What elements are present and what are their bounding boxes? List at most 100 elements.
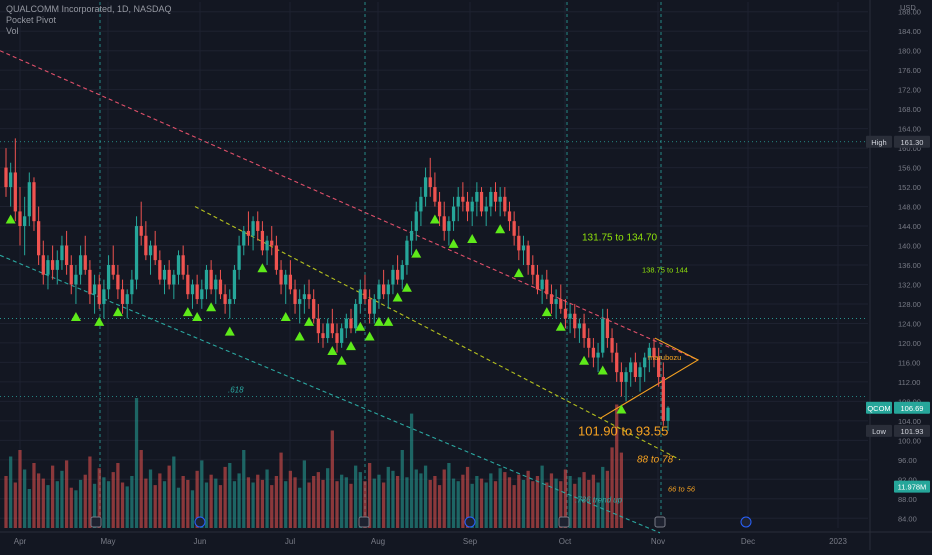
candle-body (419, 196, 423, 212)
price-label-value-box (894, 480, 930, 493)
candle-body (298, 299, 302, 304)
y-tick-label: 96.00 (898, 456, 917, 465)
candle-body (409, 230, 414, 241)
candle-body (465, 201, 470, 212)
pocket-pivot-marker (294, 331, 305, 341)
annotation-label: 101.90 to 93.55 (578, 423, 668, 438)
volume-bar (37, 473, 41, 528)
y-tick-label: 156.00 (898, 164, 921, 173)
volume-bar (601, 466, 605, 528)
candle-body (190, 284, 195, 295)
x-tick-label: Oct (559, 537, 572, 546)
y-tick-label: 128.00 (898, 300, 921, 309)
chart-legend: QUALCOMM Incorporated, 1D, NASDAQ Pocket… (6, 4, 172, 37)
earnings-marker (558, 516, 570, 528)
volume-bar (479, 478, 484, 528)
pocket-pivot-marker (304, 316, 315, 326)
volume-bar (493, 481, 498, 528)
candle-body (512, 221, 516, 236)
volume-bar (64, 460, 69, 528)
candle-body (228, 299, 232, 304)
volume-bar (46, 485, 50, 528)
volume-bar (400, 450, 404, 528)
candle-body (260, 230, 265, 251)
candle-body (176, 255, 181, 275)
candle-body (666, 407, 670, 421)
x-tick-label: Sep (463, 537, 478, 546)
volume-bar (204, 482, 209, 528)
annotation-label: .618 (228, 386, 244, 395)
x-tick-label: May (100, 537, 115, 546)
x-tick-label: Jun (194, 537, 207, 546)
candle-body (354, 303, 358, 329)
volume-bar (451, 478, 456, 528)
upper-trend-line (0, 50, 699, 361)
volume-bar (531, 481, 535, 528)
y-tick-label: 104.00 (898, 417, 921, 426)
x-tick-label: Apr (14, 537, 27, 546)
candle-body (321, 333, 325, 339)
candle-body (624, 372, 628, 382)
earnings-marker (358, 516, 370, 528)
volume-bar (223, 466, 227, 528)
pocket-pivot-marker (513, 268, 524, 278)
legend-symbol[interactable]: QUALCOMM Incorporated, 1D, NASDAQ (6, 4, 172, 14)
candle-body (120, 289, 125, 304)
legend-indicator-pocket-pivot[interactable]: Pocket Pivot (6, 15, 57, 25)
candle-body (116, 274, 120, 290)
pocket-pivot-marker (257, 263, 268, 273)
volume-bar (395, 476, 400, 528)
volume-bar (181, 476, 185, 528)
volume-bar (517, 474, 521, 528)
volume-bar (18, 450, 22, 528)
volume-bar (195, 470, 199, 528)
candle-body (330, 323, 334, 334)
candle-body (246, 230, 251, 236)
pocket-pivot-marker (579, 355, 590, 365)
pocket-pivot-markers (5, 214, 627, 414)
volume-bar (512, 485, 516, 528)
y-tick-label: 100.00 (898, 436, 921, 445)
candle-body (50, 260, 55, 270)
y-axis-currency: USD (900, 3, 916, 12)
volume-bar (60, 470, 64, 528)
candle-body (545, 279, 549, 295)
candle-body (195, 284, 199, 300)
candle-body (414, 211, 418, 231)
candle-body (32, 182, 36, 222)
candle-body (517, 235, 521, 251)
volume-bar (55, 481, 59, 528)
volume-bar (405, 477, 409, 528)
y-tick-label: 84.00 (898, 514, 917, 523)
x-tick-label: Jul (285, 537, 295, 546)
volume-bar (526, 470, 530, 528)
pocket-pivot-marker (373, 316, 384, 326)
volume-bar (27, 489, 31, 528)
pocket-pivot-marker (94, 316, 105, 326)
candle-body (218, 279, 223, 295)
pocket-pivot-marker (224, 326, 235, 336)
pocket-pivot-marker (467, 234, 478, 244)
volume-bar (619, 452, 624, 528)
candle-body (69, 265, 73, 285)
candle-body (615, 352, 619, 373)
volume-bar (144, 478, 148, 528)
pocket-pivot-marker (280, 311, 291, 321)
annotations: 131.75 to 134.70 138.75 to 144 marubozu .61… (228, 233, 696, 505)
dividend-marker (740, 516, 752, 528)
candle-body (242, 230, 246, 246)
candle-body (372, 299, 376, 314)
legend-indicator-volume[interactable]: Vol (6, 26, 19, 36)
candle-body (503, 196, 507, 212)
candle-body (386, 284, 390, 295)
candle-body (88, 269, 92, 295)
candle-body (573, 313, 577, 329)
volume-bar (437, 485, 442, 528)
pocket-pivot-marker (401, 282, 412, 292)
candle-body (237, 245, 241, 270)
volume-bar (125, 486, 129, 528)
volume-bar (465, 466, 470, 528)
candle-body (181, 255, 185, 275)
